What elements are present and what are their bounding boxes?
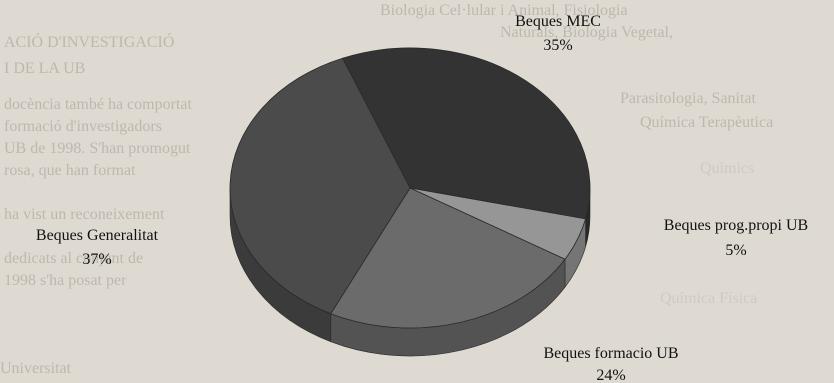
background-text-line: rosa, que han format xyxy=(4,162,136,179)
background-text-line: ACIÓ D'INVESTIGACIÓ xyxy=(4,34,175,51)
slice-label: Beques Generalitat xyxy=(36,227,159,244)
slice-percent-label: 37% xyxy=(82,251,111,268)
label-beques-prog-propi-ub: Beques prog.propi UB 5% xyxy=(664,217,808,259)
label-beques-mec: Beques MEC 35% xyxy=(515,13,601,54)
background-text-line: I DE LA UB xyxy=(4,60,86,77)
pie-slice-beques-mec xyxy=(341,47,591,220)
background-text-line: Química Terapèutica xyxy=(640,114,774,131)
background-text-line: ha vist un reconeixement xyxy=(4,206,165,223)
pie-slices xyxy=(229,47,591,329)
background-text-line: formació d'investigadors xyxy=(4,118,162,135)
background-text-line: Biologia Cel·lular i Animal, Fisiologia xyxy=(380,2,628,19)
background-text-line: Naturals, Biologia Vegetal, xyxy=(500,24,673,41)
background-text-line: 1998 s'ha posat per xyxy=(4,272,127,289)
slice-percent-label: 35% xyxy=(543,37,572,54)
background-text-line: Química Física xyxy=(660,290,758,307)
slice-label: Beques formacio UB xyxy=(543,345,678,362)
background-text-line: Universitat xyxy=(0,360,72,377)
slice-percent-label: 24% xyxy=(596,367,625,383)
background-text-line: docència també ha comportat xyxy=(4,96,192,113)
slice-label: Beques prog.propi UB xyxy=(664,217,808,234)
pie-slice-beques-generalitat xyxy=(229,57,411,315)
label-beques-formacio-ub: Beques formacio UB 24% xyxy=(543,345,678,383)
background-text-line: Parasitologia, Sanitat xyxy=(620,90,756,107)
pie-slice-beques-formacio-ub xyxy=(330,187,566,329)
background-text-line: Químics xyxy=(700,160,755,177)
background-text-line: dedicats al conjunt de xyxy=(4,250,144,267)
background-text-line: UB de 1998. S'han promogut xyxy=(4,140,191,157)
slice-percent-label: 5% xyxy=(725,242,746,259)
slice-label: Beques MEC xyxy=(515,13,601,30)
label-beques-generalitat: Beques Generalitat 37% xyxy=(36,227,159,268)
